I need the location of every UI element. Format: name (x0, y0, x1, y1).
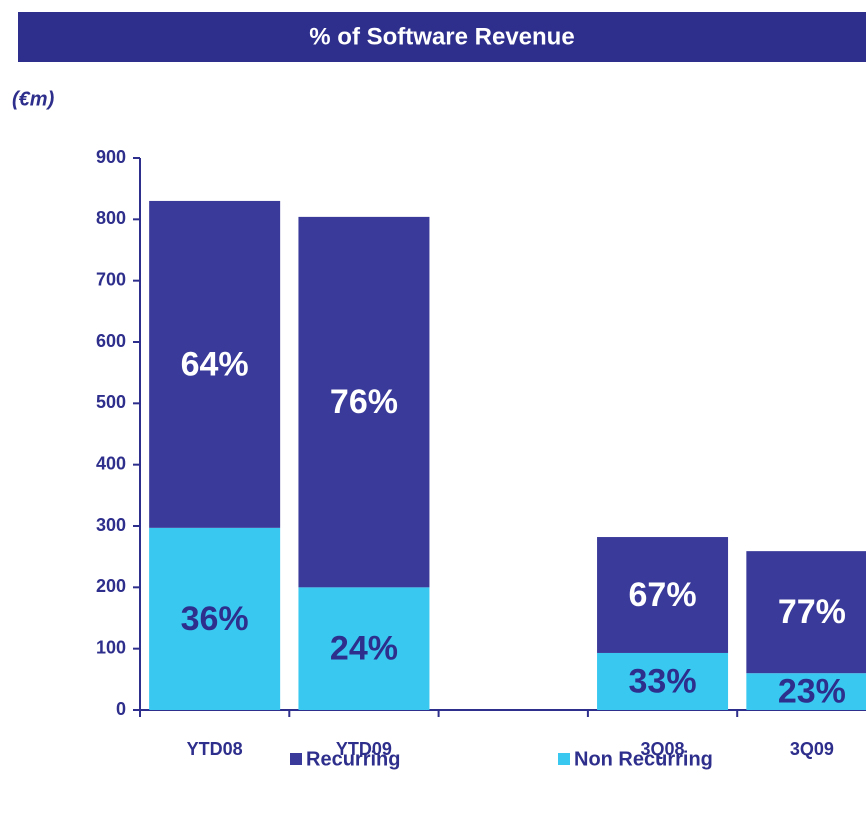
percent-label: 33% (629, 662, 697, 700)
y-tick-label: 100 (96, 637, 126, 657)
y-tick-label: 0 (116, 699, 126, 719)
y-tick-label: 800 (96, 208, 126, 228)
y-tick-label: 300 (96, 515, 126, 535)
legend-swatch (558, 753, 570, 765)
percent-label: 64% (181, 345, 249, 383)
y-tick-label: 600 (96, 331, 126, 351)
bar-segment (746, 673, 866, 710)
percent-label: 36% (181, 600, 249, 638)
legend-swatch (290, 753, 302, 765)
percent-label: 23% (778, 673, 846, 711)
unit-label: (€m) (12, 88, 55, 110)
y-tick-label: 700 (96, 269, 126, 289)
percent-label: 77% (778, 593, 846, 631)
y-tick-label: 200 (96, 576, 126, 596)
bar-segment (149, 527, 281, 710)
bar-segment (298, 587, 430, 710)
x-tick-label: YTD08 (187, 739, 243, 759)
percent-label: 24% (330, 630, 398, 668)
bar-segment (597, 537, 729, 653)
bar-segment (746, 551, 866, 674)
x-tick-label: YTD09 (336, 739, 392, 759)
percent-label: 67% (629, 576, 697, 614)
y-tick-label: 900 (96, 147, 126, 167)
percent-label: 76% (330, 383, 398, 421)
legend-label: Recurring (306, 748, 400, 770)
y-tick-label: 500 (96, 392, 126, 412)
bar-segment (597, 652, 729, 710)
bar-segment (298, 216, 430, 588)
title-banner (18, 12, 866, 62)
legend-label: Non Recurring (574, 748, 713, 770)
bar-segment (149, 200, 281, 528)
chart-title: % of Software Revenue (309, 23, 574, 50)
x-tick-label: 3Q09 (790, 739, 834, 759)
y-tick-label: 400 (96, 453, 126, 473)
x-tick-label: 3Q08 (641, 739, 685, 759)
